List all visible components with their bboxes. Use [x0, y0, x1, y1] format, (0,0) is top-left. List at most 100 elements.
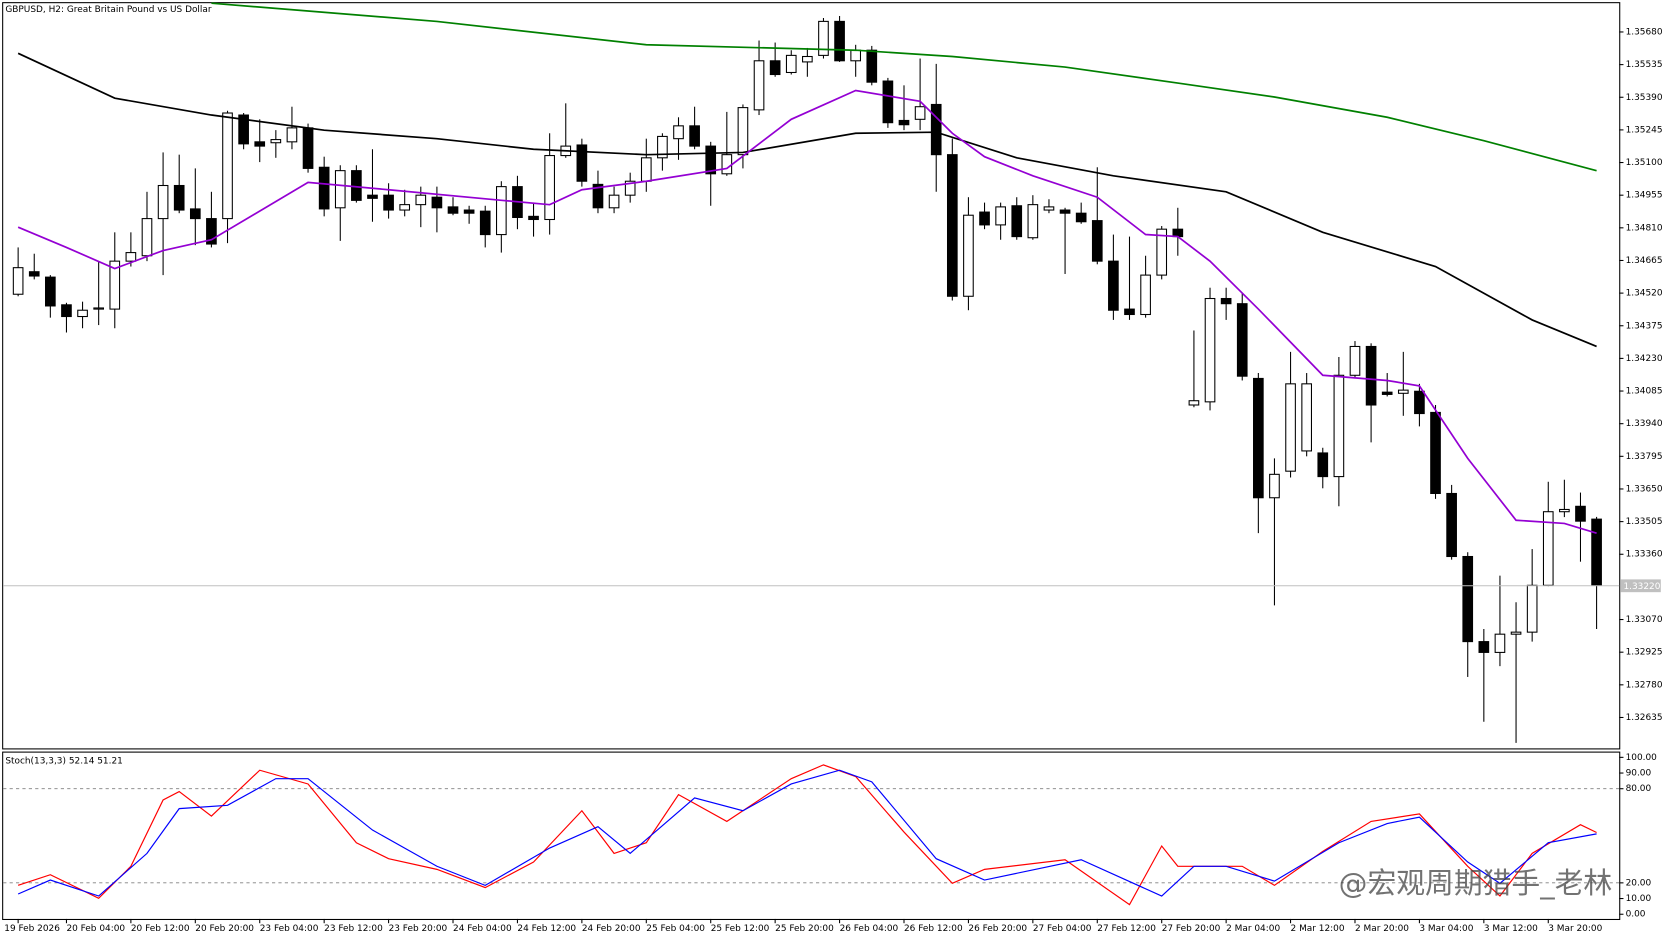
candle-body: [270, 139, 282, 144]
candle-body: [1430, 411, 1441, 495]
candle-body: [1172, 228, 1184, 238]
y-tick-label: 1.33940: [1626, 419, 1663, 429]
candle-body: [447, 206, 459, 214]
candle-body: [173, 184, 185, 211]
candle-body: [1478, 641, 1490, 653]
y-tick-label: 1.34230: [1626, 354, 1663, 364]
x-tick-label: 20 Feb 04:00: [66, 924, 125, 934]
candle-body: [238, 114, 249, 145]
y-tick-label: 1.35245: [1626, 125, 1663, 135]
candle-body: [1124, 308, 1135, 316]
y-tick-label: 1.34665: [1626, 256, 1663, 266]
y-tick-label: 1.34810: [1626, 223, 1663, 233]
x-tick-label: 2 Mar 12:00: [1291, 924, 1345, 934]
candle-body: [189, 208, 201, 220]
candle-body: [61, 304, 72, 318]
y-tick-label: 90.00: [1626, 769, 1652, 779]
candle-body: [109, 260, 121, 310]
candle-body: [1462, 555, 1474, 643]
y-tick-label: 80.00: [1626, 784, 1652, 794]
candle-body: [1349, 345, 1361, 376]
candle-body: [1236, 303, 1248, 377]
current-price-box: [1620, 579, 1661, 593]
candle-body: [1140, 274, 1151, 316]
candle-body: [1414, 390, 1425, 415]
candle-body: [898, 119, 910, 126]
candle-body: [351, 170, 362, 201]
candle-body: [850, 49, 862, 62]
candle-body: [479, 210, 491, 236]
y-tick-label: 20.00: [1626, 878, 1652, 888]
candle-body: [28, 271, 40, 277]
y-tick-label: 10.00: [1626, 894, 1652, 904]
x-tick-label: 3 Mar 20:00: [1548, 924, 1602, 934]
y-tick-label: 100.00: [1626, 753, 1658, 763]
x-tick-label: 23 Feb 04:00: [260, 924, 319, 934]
candle-body: [1285, 383, 1296, 472]
x-tick-label: 24 Feb 12:00: [517, 924, 576, 934]
candle-body: [818, 20, 829, 56]
candle-body: [1591, 518, 1602, 586]
candle-body: [141, 218, 153, 257]
candle-body: [834, 20, 845, 62]
x-tick-label: 20 Feb 20:00: [195, 924, 254, 934]
y-tick-label: 1.33070: [1626, 615, 1663, 625]
x-tick-label: 20 Feb 12:00: [131, 924, 190, 934]
stoch-line: [17, 764, 1597, 906]
candle-body: [1108, 260, 1119, 311]
current-price-label: 1.33220: [1623, 582, 1660, 592]
candle-body: [1043, 206, 1055, 211]
candle-body: [125, 252, 137, 262]
candle-body: [769, 60, 781, 76]
candle-body: [1253, 377, 1264, 499]
candle-body: [737, 107, 749, 156]
candle-body: [415, 194, 427, 206]
candle-body: [946, 154, 958, 297]
candle-body: [1510, 631, 1522, 635]
candle-body: [286, 127, 298, 143]
x-tick-label: 2 Mar 04:00: [1226, 924, 1280, 934]
x-tick-label: 27 Feb 12:00: [1097, 924, 1156, 934]
candle-body: [1333, 374, 1345, 478]
candle-body: [383, 194, 394, 211]
stoch-line: [17, 769, 1597, 897]
candle-body: [1446, 492, 1457, 558]
candle-body: [930, 103, 942, 156]
x-tick-label: 3 Mar 04:00: [1419, 924, 1473, 934]
x-tick-label: 23 Feb 12:00: [324, 924, 383, 934]
candle-body: [882, 80, 894, 124]
candle-body: [1220, 297, 1232, 305]
y-tick-label: 1.35390: [1626, 93, 1663, 103]
candle-body: [1559, 508, 1570, 513]
candle-body: [367, 194, 378, 199]
candle-body: [12, 267, 24, 295]
candle-body: [914, 106, 926, 120]
candle-body: [1091, 220, 1103, 262]
y-tick-label: 1.34955: [1626, 191, 1663, 201]
x-tick-label: 23 Feb 20:00: [389, 924, 448, 934]
moving-average: [17, 52, 1597, 348]
candle-body: [399, 204, 411, 211]
candle-body: [1156, 228, 1168, 276]
x-tick-label: 24 Feb 20:00: [582, 924, 641, 934]
candle-body: [979, 211, 990, 226]
x-tick-label: 26 Feb 20:00: [968, 924, 1027, 934]
x-tick-label: 25 Feb 04:00: [646, 924, 705, 934]
y-tick-label: 1.34520: [1626, 289, 1663, 299]
candle-body: [1494, 633, 1506, 653]
candle-body: [463, 209, 475, 214]
candle-body: [608, 194, 620, 209]
candle-body: [528, 215, 539, 221]
candle-body: [963, 214, 974, 297]
candle-body: [705, 145, 717, 175]
candle-body: [544, 155, 555, 221]
candle-body: [157, 184, 169, 220]
x-tick-label: 24 Feb 04:00: [453, 924, 512, 934]
candle-body: [673, 125, 684, 140]
y-tick-label: 1.32635: [1626, 713, 1663, 723]
y-tick-label: 0.00: [1626, 910, 1646, 920]
candle-body: [334, 170, 346, 209]
candle-body: [1269, 473, 1280, 499]
